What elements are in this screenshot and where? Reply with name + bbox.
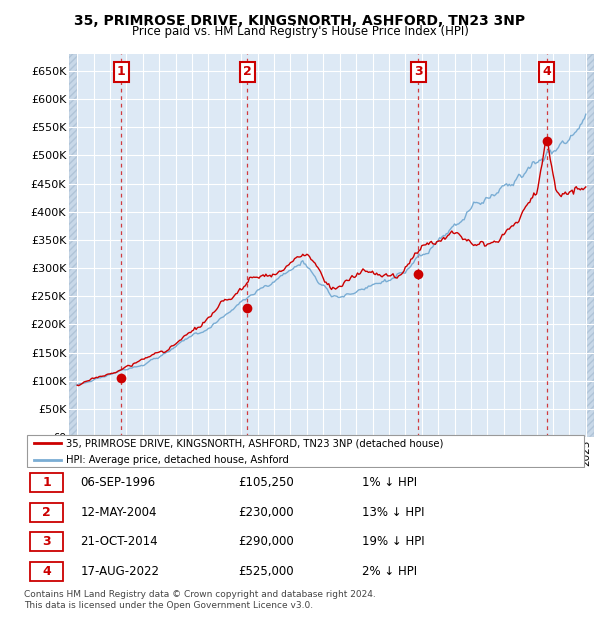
Text: 19% ↓ HPI: 19% ↓ HPI [362, 535, 425, 548]
Text: 17-AUG-2022: 17-AUG-2022 [80, 565, 160, 578]
FancyBboxPatch shape [29, 532, 64, 551]
Text: £230,000: £230,000 [238, 506, 294, 519]
Text: £105,250: £105,250 [238, 476, 294, 489]
Text: 2% ↓ HPI: 2% ↓ HPI [362, 565, 418, 578]
Text: 3: 3 [414, 66, 423, 79]
Text: 4: 4 [542, 66, 551, 79]
Text: 21-OCT-2014: 21-OCT-2014 [80, 535, 158, 548]
Text: 35, PRIMROSE DRIVE, KINGSNORTH, ASHFORD, TN23 3NP: 35, PRIMROSE DRIVE, KINGSNORTH, ASHFORD,… [74, 14, 526, 28]
Text: 12-MAY-2004: 12-MAY-2004 [80, 506, 157, 519]
Text: 2: 2 [42, 506, 51, 519]
Text: 4: 4 [42, 565, 51, 578]
Text: £525,000: £525,000 [238, 565, 294, 578]
Text: 1: 1 [42, 476, 51, 489]
Text: 1: 1 [117, 66, 125, 79]
Text: £290,000: £290,000 [238, 535, 294, 548]
Text: Price paid vs. HM Land Registry's House Price Index (HPI): Price paid vs. HM Land Registry's House … [131, 25, 469, 38]
FancyBboxPatch shape [29, 503, 64, 522]
Text: 2: 2 [243, 66, 251, 79]
Text: 1% ↓ HPI: 1% ↓ HPI [362, 476, 418, 489]
Text: 35, PRIMROSE DRIVE, KINGSNORTH, ASHFORD, TN23 3NP (detached house): 35, PRIMROSE DRIVE, KINGSNORTH, ASHFORD,… [66, 438, 443, 448]
Text: 13% ↓ HPI: 13% ↓ HPI [362, 506, 425, 519]
FancyBboxPatch shape [29, 562, 64, 581]
FancyBboxPatch shape [29, 473, 64, 492]
Text: Contains HM Land Registry data © Crown copyright and database right 2024.
This d: Contains HM Land Registry data © Crown c… [24, 590, 376, 609]
Text: 3: 3 [42, 535, 51, 548]
FancyBboxPatch shape [27, 435, 584, 467]
Text: 06-SEP-1996: 06-SEP-1996 [80, 476, 155, 489]
Text: HPI: Average price, detached house, Ashford: HPI: Average price, detached house, Ashf… [66, 454, 289, 464]
